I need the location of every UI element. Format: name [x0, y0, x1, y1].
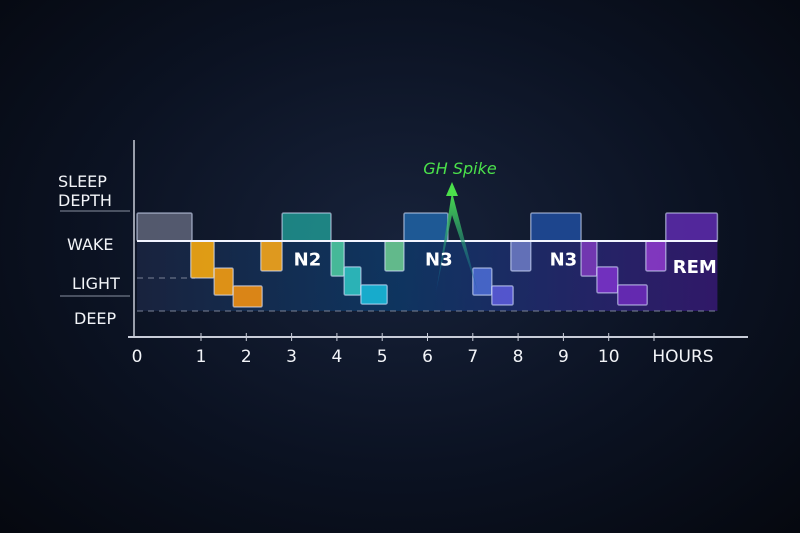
stage-block-16: [596, 266, 619, 294]
stage-block-6: [330, 240, 345, 277]
stage-block-1: [190, 240, 215, 279]
stage-block-5: [281, 212, 332, 242]
x-tick-label: 6: [422, 347, 433, 367]
stage-block-0: [136, 212, 193, 242]
stage-block-19: [665, 212, 719, 242]
stage-block-17: [617, 284, 648, 306]
y-axis-title-line1: SLEEP: [58, 172, 107, 191]
stage-block-11: [472, 267, 493, 296]
y-label-wake: WAKE: [67, 235, 114, 254]
y-axis-title-line2: DEPTH: [58, 191, 112, 210]
x-tick-label: 2: [241, 347, 252, 367]
stage-label: N2: [294, 250, 322, 271]
gh-spike-arrowhead: [446, 182, 458, 196]
stage-block-9: [384, 240, 405, 272]
stage-block-3: [232, 285, 263, 308]
stage-block-15: [580, 240, 598, 277]
stage-block-4: [260, 240, 283, 272]
y-label-light: LIGHT: [72, 274, 120, 293]
stage-block-12: [491, 285, 514, 306]
stage-label: REM: [673, 257, 717, 278]
stage-block-7: [343, 266, 362, 296]
x-tick-label: 4: [331, 347, 342, 367]
stage-label: N3: [425, 250, 453, 271]
x-tick-label: 3: [286, 347, 297, 367]
x-tick-label: 1: [196, 347, 207, 367]
x-tick-label: 5: [377, 347, 388, 367]
gh-spike-shape: [436, 192, 478, 292]
x-tick-label: 9: [558, 347, 569, 367]
y-label-deep: DEEP: [74, 309, 117, 328]
x-tick-label: 7: [467, 347, 478, 367]
x-tick-label: 8: [513, 347, 524, 367]
stage-block-14: [530, 212, 582, 242]
x-axis-title: HOURS: [652, 347, 713, 367]
stage-block-2: [213, 267, 234, 296]
x-tick-label: 0: [132, 347, 143, 367]
stage-block-18: [645, 240, 667, 272]
gh-spike-annotation: GH Spike: [423, 159, 497, 178]
stage-block-13: [510, 240, 532, 272]
stage-label: N3: [550, 250, 578, 271]
x-tick-label: 10: [598, 347, 620, 367]
stage-block-10: [403, 212, 449, 242]
stage-block-8: [360, 284, 388, 305]
